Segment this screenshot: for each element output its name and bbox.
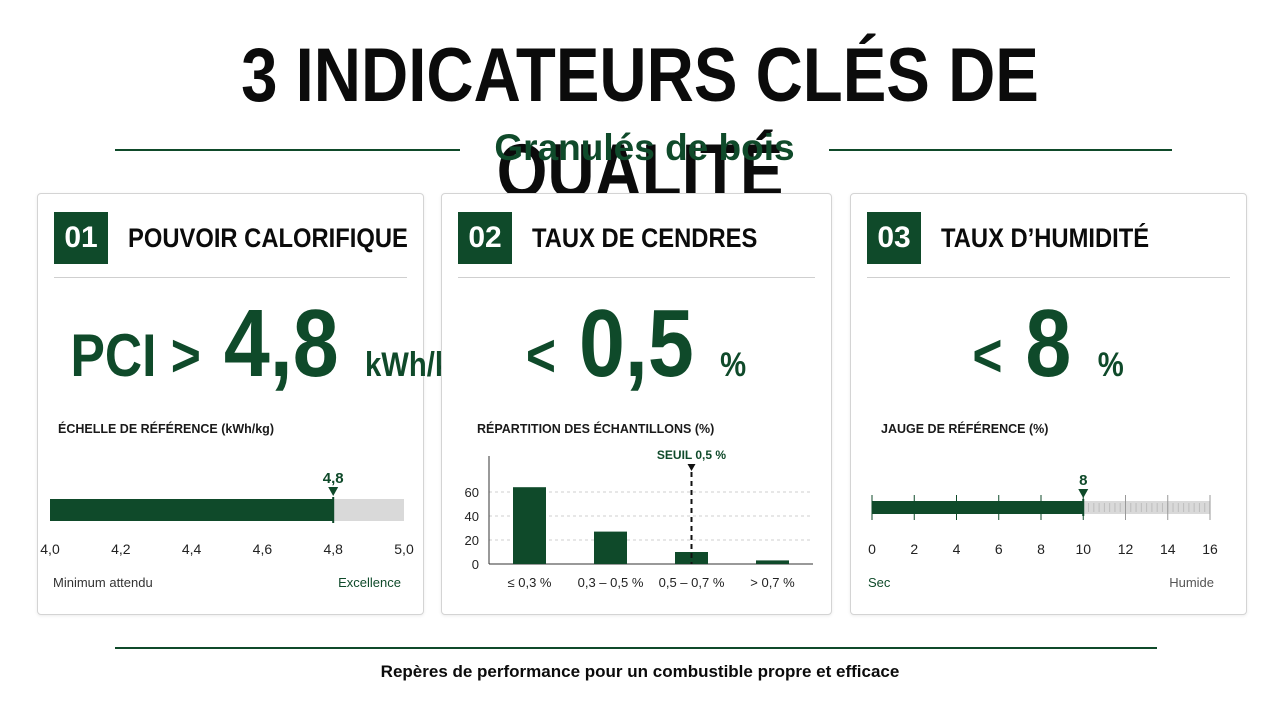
bar: [756, 560, 789, 564]
tick-label: 2: [910, 541, 918, 557]
footer-text: Repères de performance pour un combustib…: [380, 662, 900, 681]
tick-label: 4,8: [323, 541, 343, 557]
card-title: POUVOIR CALORIFIQUE: [128, 223, 408, 253]
divider-right: [829, 149, 1172, 151]
marker-label: 8: [1079, 472, 1087, 489]
tick-label: 4,2: [111, 541, 131, 557]
key-value: < 0,5 %: [442, 294, 831, 394]
key-value-unit: %: [720, 346, 747, 384]
bar: [594, 531, 627, 564]
card-header: 02 TAUX DE CENDRES: [458, 212, 815, 278]
tick-label: 10: [1075, 541, 1091, 557]
card-calorific-value: 01 POUVOIR CALORIFIQUE PCI > 4,8 kWh/kg …: [37, 193, 469, 615]
tick-label: 6: [995, 541, 1003, 557]
card-number-badge: 03: [867, 212, 921, 264]
subtitle-row: Granulés de bois: [115, 120, 1172, 176]
max-caption: Excellence: [338, 575, 401, 590]
scale-label: JAUGE DE RÉFÉRENCE (%): [881, 422, 1049, 436]
card-header: 01 POUVOIR CALORIFIQUE: [54, 212, 408, 278]
tick-label: 0: [868, 541, 876, 557]
page-title: 3 INDICATEURS CLÉS DE QUALITÉ: [241, 33, 1039, 214]
tick-label: 4,6: [253, 541, 273, 557]
x-tick-label: 0,5 – 0,7 %: [659, 575, 725, 590]
bar: [513, 487, 546, 564]
y-tick-label: 20: [465, 533, 479, 548]
key-value-number: 8: [1025, 290, 1072, 397]
tick-label: 12: [1118, 541, 1134, 557]
x-tick-label: > 0,7 %: [750, 575, 795, 590]
marker-arrow-icon: [328, 487, 339, 496]
key-value-unit: %: [1098, 346, 1125, 384]
gauge-chart-moisture: 8 Sec Humide 0 2 4 6 8 10 12 14 16: [868, 472, 1218, 590]
gauge-fill: [872, 501, 1084, 514]
x-tick-label: ≤ 0,3 %: [508, 575, 552, 590]
scale-label: RÉPARTITION DES ÉCHANTILLONS (%): [477, 422, 715, 436]
gauge-fill: [50, 499, 334, 521]
page-subtitle: Granulés de bois: [494, 127, 795, 168]
scale-label: ÉCHELLE DE RÉFÉRENCE (kWh/kg): [58, 422, 274, 436]
key-value-number: 0,5: [579, 290, 695, 397]
key-value-prefix: <: [526, 322, 557, 389]
card-header: 03 TAUX D’HUMIDITÉ: [867, 212, 1230, 278]
card-ash-rate: 02 TAUX DE CENDRES < 0,5 % RÉPARTITION D…: [441, 193, 832, 615]
footer-divider: [115, 647, 1157, 649]
tick-label: 4,0: [40, 541, 60, 557]
tick-label: 16: [1202, 541, 1218, 557]
threshold-arrow-icon: [687, 464, 696, 471]
marker-label: 4,8: [323, 470, 344, 487]
tick-label: 8: [1037, 541, 1045, 557]
threshold-label: SEUIL 0,5 %: [657, 448, 726, 462]
tick-label: 4: [953, 541, 961, 557]
tick-label: 5,0: [394, 541, 414, 557]
x-tick-label: 0,3 – 0,5 %: [578, 575, 644, 590]
min-caption: Minimum attendu: [53, 575, 153, 590]
card-title: TAUX DE CENDRES: [532, 223, 758, 253]
key-value: < 8 %: [851, 294, 1246, 394]
max-caption: Humide: [1169, 575, 1214, 590]
tick-label: 4,4: [182, 541, 202, 557]
min-caption: Sec: [868, 575, 891, 590]
tick-label: 14: [1160, 541, 1176, 557]
key-value-prefix: <: [972, 322, 1003, 389]
card-number-badge: 02: [458, 212, 512, 264]
card-moisture-rate: 03 TAUX D’HUMIDITÉ < 8 % JAUGE DE RÉFÉRE…: [850, 193, 1247, 615]
marker-arrow-icon: [1078, 489, 1089, 498]
y-tick-label: 0: [472, 557, 479, 572]
y-tick-label: 40: [465, 509, 479, 524]
divider-left: [115, 149, 460, 151]
bar-chart-ash: SEUIL 0,5 % 0 20 40 60 ≤ 0,3 % 0,3 – 0,5 % 0,5…: [465, 448, 813, 590]
key-value-prefix: PCI >: [70, 322, 201, 389]
card-number-badge: 01: [54, 212, 108, 264]
gauge-chart-calorific: 4,8 Minimum attendu Excellence 4,0 4,2 4,4…: [40, 470, 414, 590]
y-tick-label: 60: [465, 485, 479, 500]
card-title: TAUX D’HUMIDITÉ: [941, 223, 1150, 253]
key-value-number: 4,8: [223, 290, 339, 397]
